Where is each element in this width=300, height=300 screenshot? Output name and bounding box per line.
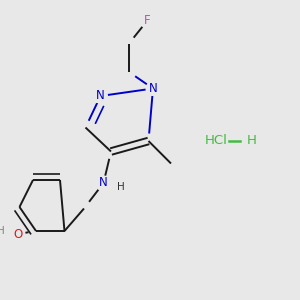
Text: N: N bbox=[96, 89, 105, 103]
Text: H: H bbox=[117, 182, 125, 193]
Text: HCl: HCl bbox=[205, 134, 227, 148]
Text: H: H bbox=[247, 134, 257, 148]
Text: O: O bbox=[14, 227, 22, 241]
Text: H: H bbox=[0, 226, 4, 236]
Text: N: N bbox=[148, 82, 158, 95]
Text: N: N bbox=[99, 176, 108, 190]
Text: F: F bbox=[144, 14, 150, 28]
